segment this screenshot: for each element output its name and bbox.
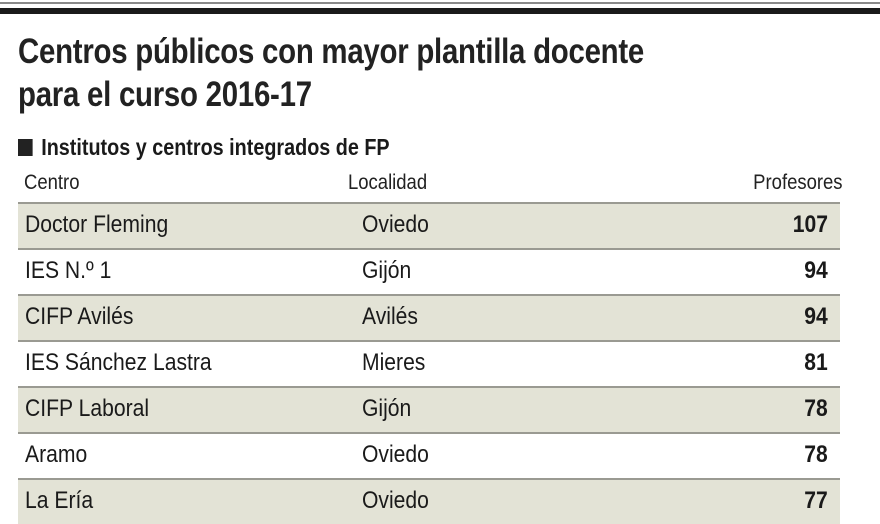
cell-profesores: 107	[792, 211, 828, 238]
header-localidad: Localidad	[348, 171, 428, 194]
cell-centro: La Ería	[25, 487, 94, 514]
header-centro: Centro	[24, 171, 80, 194]
cell-localidad: Gijón	[362, 257, 412, 284]
title-line-2: para el curso 2016-17	[18, 75, 312, 114]
cell-localidad: Oviedo	[362, 487, 429, 514]
data-table: Doctor Fleming Oviedo 107 IES N.º 1 Gijón 94 C…	[18, 202, 840, 524]
cell-centro: IES Sánchez Lastra	[25, 349, 212, 376]
cell-localidad: Mieres	[362, 349, 426, 376]
section-subtitle: Institutos y centros integrados de FP	[18, 134, 390, 161]
cell-profesores: 81	[804, 349, 828, 376]
table-row: IES N.º 1 Gijón 94	[18, 248, 840, 294]
cell-centro: Doctor Fleming	[25, 211, 169, 238]
table-row: Doctor Fleming Oviedo 107	[18, 202, 840, 248]
subtitle-text: Institutos y centros integrados de FP	[41, 134, 390, 160]
cell-centro: Aramo	[25, 441, 88, 468]
cell-centro: CIFP Avilés	[25, 303, 134, 330]
cell-centro: IES N.º 1	[25, 257, 112, 284]
top-rule-thick	[0, 8, 880, 14]
cell-profesores: 77	[804, 487, 828, 514]
cell-profesores: 94	[804, 303, 828, 330]
top-rule-thin	[0, 2, 880, 4]
table-row: CIFP Laboral Gijón 78	[18, 386, 840, 432]
cell-localidad: Gijón	[362, 395, 412, 422]
cell-localidad: Oviedo	[362, 211, 429, 238]
cell-profesores: 94	[804, 257, 828, 284]
table-row: CIFP Avilés Avilés 94	[18, 294, 840, 340]
title-line-1: Centros públicos con mayor plantilla doc…	[18, 32, 645, 71]
cell-profesores: 78	[804, 441, 828, 468]
cell-centro: CIFP Laboral	[25, 395, 150, 422]
cell-localidad: Oviedo	[362, 441, 429, 468]
header-profesores: Profesores	[753, 171, 843, 194]
cell-localidad: Avilés	[362, 303, 418, 330]
cell-profesores: 78	[804, 395, 828, 422]
table-row: Aramo Oviedo 78	[18, 432, 840, 478]
table-row: IES Sánchez Lastra Mieres 81	[18, 340, 840, 386]
chart-title: Centros públicos con mayor plantilla doc…	[18, 30, 644, 116]
table-row: La Ería Oviedo 77	[18, 478, 840, 524]
square-bullet-icon	[18, 139, 33, 156]
